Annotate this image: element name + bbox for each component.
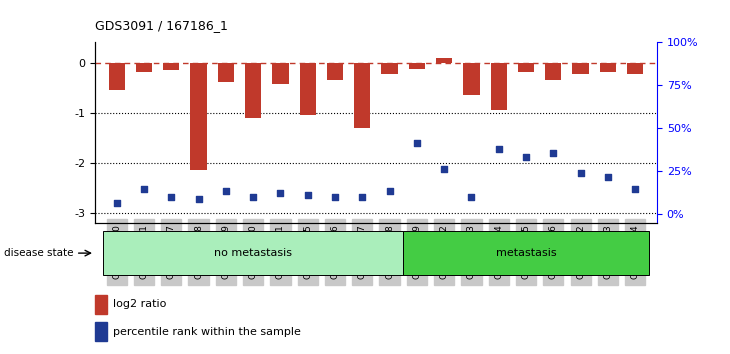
Bar — [103, 231, 403, 275]
Bar — [95, 322, 107, 341]
Text: log2 ratio: log2 ratio — [113, 299, 166, 309]
Point — [302, 192, 314, 198]
Bar — [272, 63, 288, 84]
Bar — [218, 63, 234, 81]
Bar — [136, 63, 152, 72]
Bar — [403, 231, 649, 275]
Point — [274, 190, 286, 196]
Point — [493, 146, 504, 152]
Bar — [109, 63, 125, 90]
Point — [166, 194, 177, 200]
Point — [356, 194, 368, 200]
Point — [629, 186, 641, 192]
Bar — [572, 63, 589, 74]
Bar — [95, 295, 107, 314]
Point — [602, 174, 614, 180]
Bar — [545, 63, 561, 80]
Point — [111, 200, 123, 206]
Text: disease state: disease state — [4, 248, 73, 258]
Point — [247, 194, 259, 200]
Point — [575, 170, 586, 176]
Bar — [163, 63, 180, 70]
Bar — [600, 63, 616, 72]
Bar — [436, 57, 453, 63]
Text: GDS3091 / 167186_1: GDS3091 / 167186_1 — [95, 19, 228, 32]
Bar — [464, 63, 480, 95]
Bar — [381, 63, 398, 74]
Text: metastasis: metastasis — [496, 248, 556, 258]
Bar — [245, 63, 261, 118]
Text: no metastasis: no metastasis — [214, 248, 292, 258]
Bar — [354, 63, 371, 128]
Point — [384, 188, 396, 194]
Bar — [299, 63, 316, 115]
Text: percentile rank within the sample: percentile rank within the sample — [113, 327, 301, 337]
Point — [466, 194, 477, 200]
Point — [438, 166, 450, 172]
Bar — [409, 63, 425, 69]
Bar — [518, 63, 534, 72]
Point — [520, 154, 532, 160]
Bar — [491, 63, 507, 110]
Point — [329, 194, 341, 200]
Bar — [191, 63, 207, 170]
Point — [220, 188, 231, 194]
Bar — [627, 63, 643, 74]
Point — [411, 140, 423, 145]
Point — [548, 150, 559, 156]
Point — [138, 186, 150, 192]
Point — [193, 196, 204, 202]
Bar — [327, 63, 343, 80]
